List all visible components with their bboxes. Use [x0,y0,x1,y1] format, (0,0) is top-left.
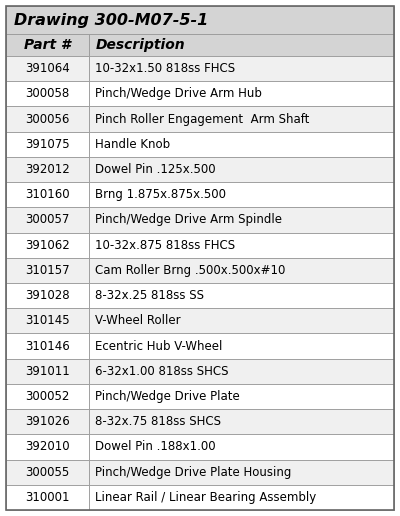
Bar [6,409,90,434]
Bar [6,157,90,182]
Bar [6,207,90,233]
Text: 8-32x.25 818ss SS: 8-32x.25 818ss SS [96,289,204,302]
Text: Pinch/Wedge Drive Arm Hub: Pinch/Wedge Drive Arm Hub [96,87,262,100]
Text: Dowel Pin .125x.500: Dowel Pin .125x.500 [96,163,216,176]
Bar [90,207,394,233]
Text: Ecentric Hub V-Wheel: Ecentric Hub V-Wheel [96,340,223,352]
Text: Brng 1.875x.875x.500: Brng 1.875x.875x.500 [96,188,226,201]
Bar [90,56,394,81]
Bar [6,460,90,485]
Bar [6,258,90,283]
Bar [6,333,90,359]
Bar [90,359,394,384]
Text: 391075: 391075 [25,138,70,151]
Bar [6,132,90,157]
Text: 392012: 392012 [25,163,70,176]
Text: 391026: 391026 [25,415,70,428]
Text: Part #: Part # [24,38,71,52]
Bar [90,485,394,510]
Bar [6,106,90,132]
Bar [6,34,90,56]
Text: Pinch/Wedge Drive Plate: Pinch/Wedge Drive Plate [96,390,240,403]
Text: 300055: 300055 [26,465,70,479]
Text: Pinch/Wedge Drive Arm Spindle: Pinch/Wedge Drive Arm Spindle [96,214,282,227]
Bar [90,258,394,283]
Text: 300057: 300057 [26,214,70,227]
Bar [6,485,90,510]
Bar [6,182,90,207]
Text: V-Wheel Roller: V-Wheel Roller [96,314,181,327]
Text: 391064: 391064 [25,62,70,75]
Text: 300058: 300058 [26,87,70,100]
Bar [90,434,394,460]
Bar [6,283,90,308]
Bar [90,132,394,157]
Text: Handle Knob: Handle Knob [96,138,170,151]
Bar [90,106,394,132]
Text: 8-32x.75 818ss SHCS: 8-32x.75 818ss SHCS [96,415,222,428]
Bar [6,233,90,258]
Bar [90,283,394,308]
Text: 6-32x1.00 818ss SHCS: 6-32x1.00 818ss SHCS [96,365,229,378]
Bar [90,81,394,106]
Text: Dowel Pin .188x1.00: Dowel Pin .188x1.00 [96,441,216,454]
Text: Pinch Roller Engagement  Arm Shaft: Pinch Roller Engagement Arm Shaft [96,112,310,125]
Bar [6,56,90,81]
Bar [90,157,394,182]
Text: Pinch/Wedge Drive Plate Housing: Pinch/Wedge Drive Plate Housing [96,465,292,479]
Bar [6,359,90,384]
Bar [90,182,394,207]
Text: 310145: 310145 [25,314,70,327]
Bar [90,308,394,333]
Text: 10-32x.875 818ss FHCS: 10-32x.875 818ss FHCS [96,239,236,252]
Text: 391062: 391062 [25,239,70,252]
Text: 300052: 300052 [26,390,70,403]
Bar [90,409,394,434]
Bar [90,333,394,359]
Bar [90,233,394,258]
Bar [6,384,90,409]
Bar [90,34,394,56]
Text: 392010: 392010 [25,441,70,454]
Text: 310001: 310001 [26,491,70,504]
Text: Cam Roller Brng .500x.500x#10: Cam Roller Brng .500x.500x#10 [96,264,286,277]
Text: 300056: 300056 [26,112,70,125]
Text: 310157: 310157 [25,264,70,277]
Bar [6,434,90,460]
Bar [6,81,90,106]
Bar [90,384,394,409]
Text: Description: Description [96,38,185,52]
Text: 391028: 391028 [25,289,70,302]
Text: Linear Rail / Linear Bearing Assembly: Linear Rail / Linear Bearing Assembly [96,491,317,504]
Text: 391011: 391011 [25,365,70,378]
Bar [6,308,90,333]
Bar [90,460,394,485]
Text: Drawing 300-M07-5-1: Drawing 300-M07-5-1 [14,12,208,27]
Text: 310160: 310160 [25,188,70,201]
Text: 10-32x1.50 818ss FHCS: 10-32x1.50 818ss FHCS [96,62,236,75]
Bar [6,6,394,34]
Text: 310146: 310146 [25,340,70,352]
